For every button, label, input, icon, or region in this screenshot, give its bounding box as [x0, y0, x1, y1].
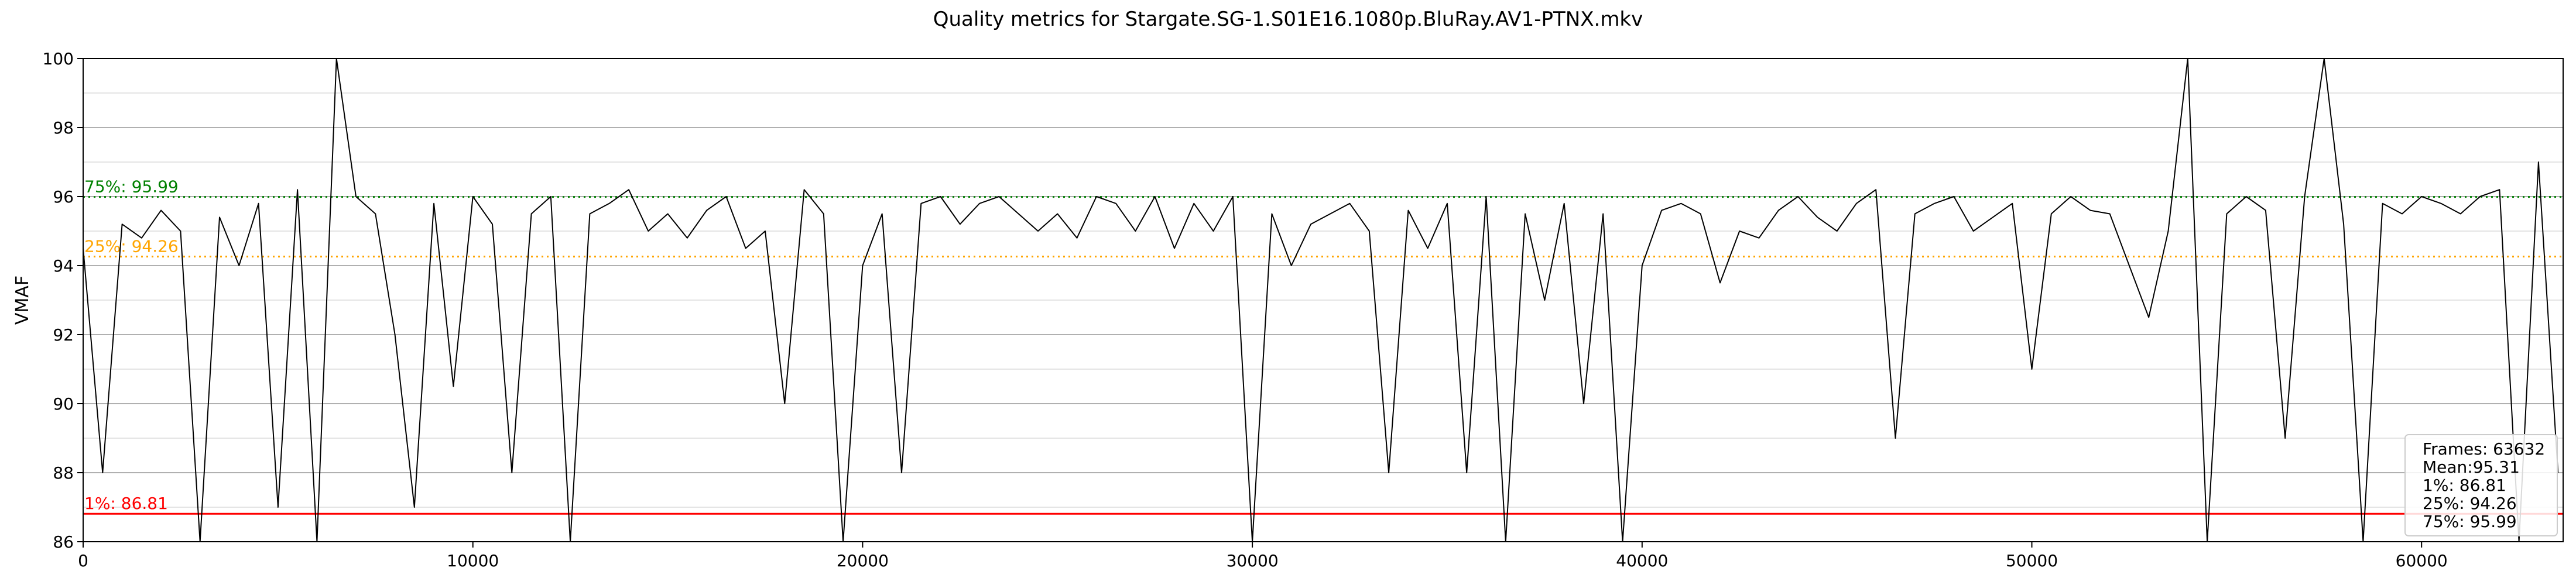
- y-tick-label: 88: [53, 463, 74, 483]
- plot-frame: [83, 58, 2564, 542]
- x-tick-label: 60000: [2396, 551, 2448, 570]
- legend-entry: 1%: 86.81: [2423, 476, 2506, 495]
- y-tick-label: 96: [53, 187, 74, 207]
- x-tick-label: 40000: [1616, 551, 1668, 570]
- x-tick-label: 20000: [837, 551, 889, 570]
- y-tick-label: 100: [43, 49, 74, 68]
- series-layer: [83, 58, 2559, 542]
- y-tick-label: 98: [53, 118, 74, 137]
- reference-line-label: 75%: 95.99: [84, 177, 179, 197]
- y-tick-label: 92: [53, 325, 74, 345]
- vmaf-series-line: [83, 58, 2559, 542]
- reference-line-label: 25%: 94.26: [84, 237, 179, 256]
- y-tick-label: 86: [53, 532, 74, 552]
- legend-box: [2404, 434, 2558, 536]
- x-tick-label: 30000: [1227, 551, 1279, 570]
- legend-entry: Mean:95.31: [2423, 457, 2520, 477]
- reference-line-label: 1%: 86.81: [84, 494, 168, 513]
- chart-title: Quality metrics for Stargate.SG-1.S01E16…: [933, 8, 1643, 31]
- legend-entry: 75%: 95.99: [2423, 512, 2517, 531]
- x-tick-label: 10000: [447, 551, 499, 570]
- legend-entry: Frames: 63632: [2423, 439, 2545, 459]
- y-tick-label: 94: [53, 256, 74, 276]
- reference-line-label: Mean: 95.31: [84, 201, 187, 220]
- legend-entry: 25%: 94.26: [2423, 494, 2517, 513]
- y-tick-label: 90: [53, 394, 74, 414]
- y-axis-label: VMAF: [12, 276, 33, 325]
- axis-ticks: 86 88 90 92 94 96 98 100 0 10000 20000 30000 40000 50…: [43, 49, 2448, 570]
- x-tick-label: 50000: [2006, 551, 2058, 570]
- x-tick-label: 0: [78, 551, 88, 570]
